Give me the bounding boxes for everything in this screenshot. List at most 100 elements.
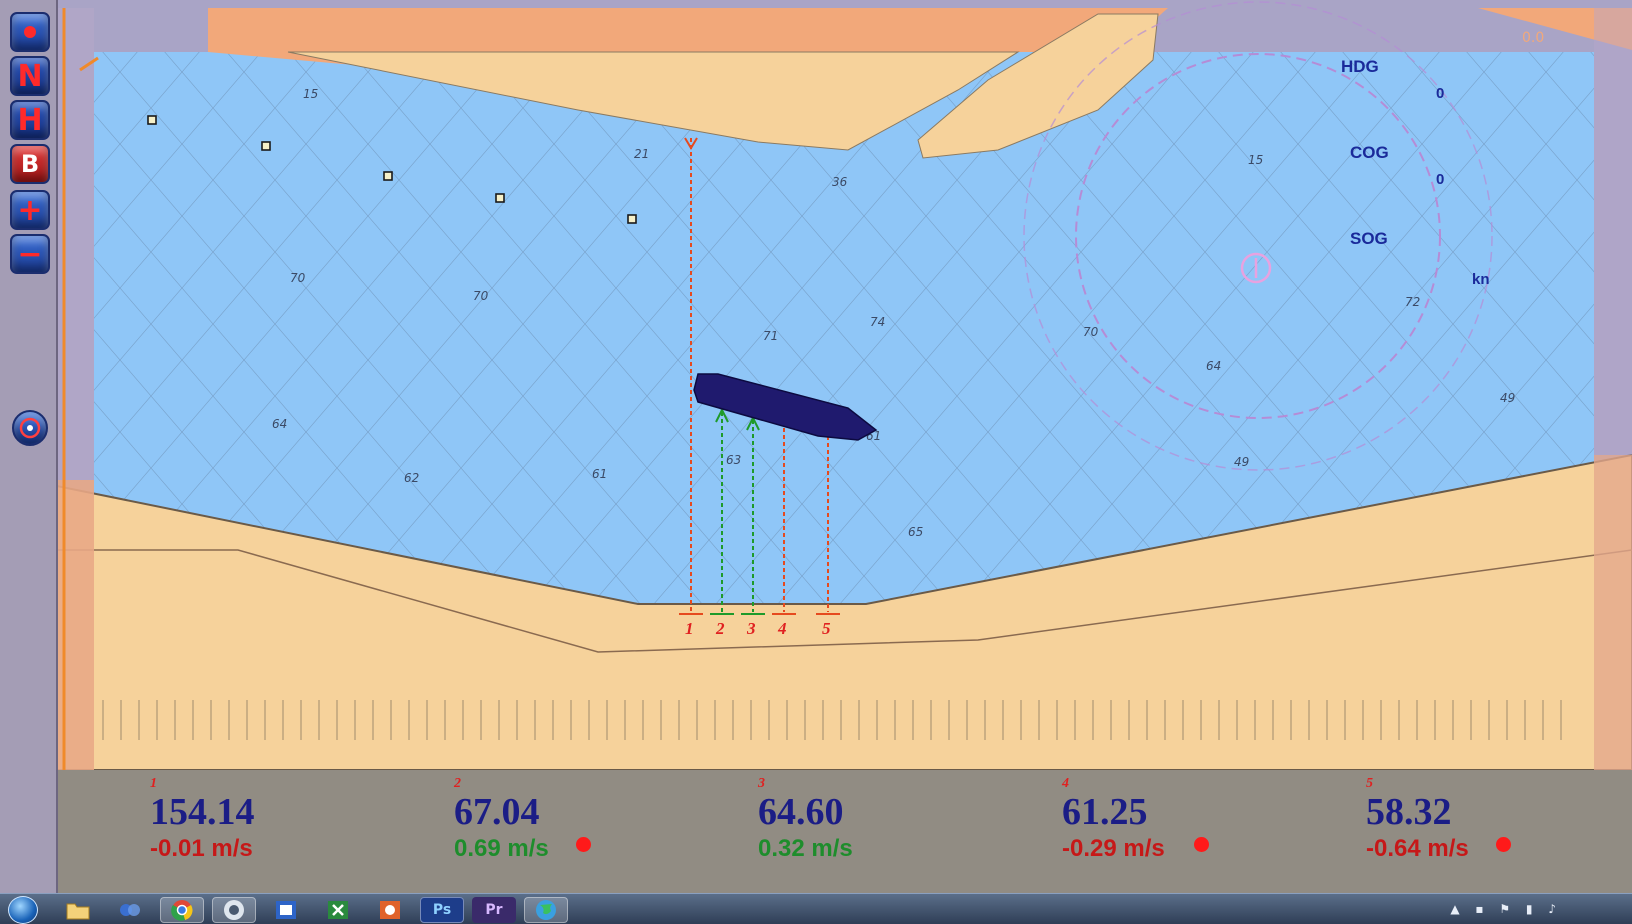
- svg-text:65: 65: [908, 525, 923, 539]
- gauge-index: 1: [150, 776, 157, 791]
- system-tray[interactable]: ▲ ▪ ⚑ ▮ ♪: [1332, 894, 1632, 924]
- svg-text:15: 15: [303, 87, 318, 101]
- zoom-in-icon: +: [17, 192, 43, 228]
- compass-button[interactable]: [12, 410, 48, 446]
- gauge-speed: -0.29 m/s: [1062, 835, 1165, 862]
- gauge-distance: 61.25: [1062, 791, 1148, 833]
- gauge-2: 2 67.04 0.69 m/s: [362, 770, 662, 893]
- land-bottom: [58, 453, 1632, 770]
- nav-readout: HDG 0 COG 0 SOG kn: [1341, 57, 1490, 288]
- beam-label-1: 1: [685, 619, 694, 638]
- taskbar-explorer[interactable]: [56, 897, 100, 923]
- svg-text:64: 64: [272, 417, 287, 431]
- gauge-speed: -0.01 m/s: [150, 835, 253, 862]
- waypoints: [147, 115, 637, 224]
- globe-icon: [536, 900, 556, 920]
- compass-icon: [19, 417, 41, 439]
- svg-text:70: 70: [1083, 325, 1099, 339]
- alarm-dot-icon: [1496, 837, 1511, 852]
- hdg-label: HDG: [1341, 57, 1379, 76]
- tray-icons[interactable]: ▲ ▪ ⚑ ▮ ♪: [1450, 902, 1562, 916]
- record-dot-icon: [24, 26, 36, 38]
- media-icon: [224, 900, 244, 920]
- beam-label-4: 4: [777, 619, 787, 638]
- gauge-speed: 0.32 m/s: [758, 835, 853, 862]
- svg-text:70: 70: [473, 289, 489, 303]
- start-button[interactable]: [8, 896, 38, 924]
- gauge-distance: 64.60: [758, 791, 844, 833]
- excel-icon: [328, 901, 348, 919]
- land-island: [917, 13, 1159, 159]
- ship-icon: [693, 373, 878, 441]
- gauge-1: 1 154.14 -0.01 m/s: [58, 770, 358, 893]
- distance-readout-panel: 1 154.14 -0.01 m/s 2 67.04 0.69 m/s 3 64…: [58, 770, 1632, 893]
- taskbar-excel[interactable]: [316, 897, 360, 923]
- gauge-distance: 67.04: [454, 791, 540, 833]
- svg-text:70: 70: [290, 271, 306, 285]
- range-beams: 1 2 3 4 5: [679, 137, 840, 638]
- svg-text:61: 61: [592, 467, 607, 481]
- gauge-index: 4: [1062, 776, 1069, 791]
- svg-text:36: 36: [832, 175, 848, 189]
- head-up-icon: H: [17, 102, 43, 138]
- ship-button[interactable]: B: [10, 144, 50, 184]
- taskbar: Ps Pr ▲ ▪ ⚑ ▮ ♪: [0, 893, 1632, 924]
- folder-icon: [66, 903, 90, 920]
- zoom-out-button[interactable]: −: [10, 234, 50, 274]
- gauge-distance: 58.32: [1366, 791, 1452, 833]
- gauge-speed: -0.64 m/s: [1366, 835, 1469, 862]
- powerpoint-icon: [380, 901, 400, 919]
- taskbar-chrome[interactable]: [160, 897, 204, 923]
- gauge-index: 5: [1366, 776, 1373, 791]
- gauge-index: 3: [758, 776, 765, 791]
- svg-text:74: 74: [870, 315, 885, 329]
- beam-label-5: 5: [822, 619, 831, 638]
- nautical-chart[interactable]: 15 21 36 15 70 70 71 74 70 72 64 64 62 6…: [58, 0, 1632, 770]
- cog-label: COG: [1350, 143, 1389, 162]
- taskbar-premiere[interactable]: Pr: [472, 897, 516, 923]
- svg-text:63: 63: [726, 453, 741, 467]
- record-button[interactable]: [10, 12, 50, 52]
- svg-text:49: 49: [1500, 391, 1515, 405]
- taskbar-media[interactable]: [212, 897, 256, 923]
- ownship-marker: [1240, 252, 1272, 284]
- beam-label-2: 2: [715, 619, 725, 638]
- gauge-4: 4 61.25 -0.29 m/s: [970, 770, 1270, 893]
- north-up-button[interactable]: N: [10, 56, 50, 96]
- gauge-5: 5 58.32 -0.64 m/s: [1274, 770, 1574, 893]
- taskbar-globe[interactable]: [524, 897, 568, 923]
- head-up-button[interactable]: H: [10, 100, 50, 140]
- svg-text:71: 71: [763, 329, 778, 343]
- svg-text:62: 62: [404, 471, 419, 485]
- ship-icon: B: [20, 150, 40, 178]
- svg-text:21: 21: [634, 147, 649, 161]
- zoom-out-icon: −: [17, 236, 43, 272]
- sog-label: SOG: [1350, 229, 1388, 248]
- taskbar-powerpoint[interactable]: [368, 897, 412, 923]
- svg-text:72: 72: [1405, 295, 1420, 309]
- north-up-icon: N: [17, 58, 43, 94]
- alarm-dot-icon: [1194, 837, 1209, 852]
- svg-text:15: 15: [1248, 153, 1263, 167]
- sog-unit: kn: [1472, 271, 1490, 288]
- taskbar-photoshop[interactable]: Ps: [420, 897, 464, 923]
- svg-text:49: 49: [1234, 455, 1249, 469]
- gauge-distance: 154.14: [150, 791, 255, 833]
- range-circle: [1075, 53, 1441, 419]
- beam-label-3: 3: [746, 619, 756, 638]
- cog-value: 0: [1436, 171, 1444, 188]
- chrome-icon: [171, 900, 193, 921]
- network-icon: [120, 904, 140, 916]
- taskbar-outlook[interactable]: [264, 897, 308, 923]
- gauge-speed: 0.69 m/s: [454, 835, 549, 862]
- zoom-in-button[interactable]: +: [10, 190, 50, 230]
- taskbar-network[interactable]: [108, 897, 152, 923]
- gauge-3: 3 64.60 0.32 m/s: [666, 770, 966, 893]
- outlook-icon: [276, 901, 296, 919]
- gauge-index: 2: [454, 776, 461, 791]
- photoshop-icon: Ps: [432, 902, 452, 918]
- left-toolbar: N H B + −: [0, 0, 58, 893]
- premiere-icon: Pr: [485, 902, 503, 918]
- hdg-value: 0: [1436, 85, 1444, 102]
- svg-text:64: 64: [1206, 359, 1221, 373]
